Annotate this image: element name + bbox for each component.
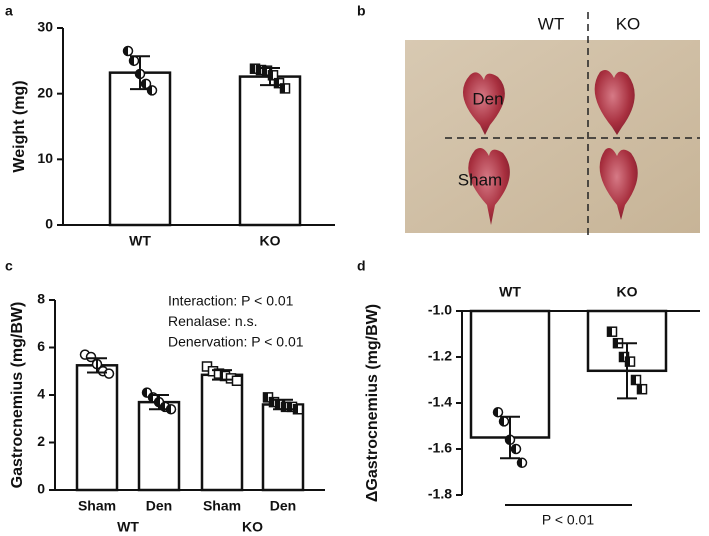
- error-bar: [500, 415, 520, 460]
- chart-panel: a Weight (mg) 0 10 20 30 WT KO: [5, 3, 335, 249]
- muscles: [462, 70, 638, 225]
- error-bar: [149, 394, 169, 411]
- data-point: [122, 45, 134, 57]
- column-label: WT: [538, 14, 564, 33]
- x-tick-label: Sham: [78, 498, 116, 514]
- y-tick-label: 6: [37, 338, 45, 354]
- bar: [238, 75, 302, 227]
- y-tick-label: 0: [45, 216, 53, 232]
- bar: [108, 71, 172, 227]
- row-label: Den: [472, 89, 503, 108]
- error-bar: [130, 55, 150, 91]
- y-tick-label: -1.2: [428, 348, 452, 364]
- y-tick-label: 30: [37, 19, 53, 35]
- annotation: Denervation: P < 0.01: [168, 334, 304, 350]
- y-axis-title: Weight (mg): [11, 80, 28, 172]
- y-tick-label: 20: [37, 84, 53, 100]
- y-axis-title: Gastrocnemius (mg/BW): [9, 302, 26, 489]
- data-point: [267, 70, 279, 81]
- y-tick-label: -1.4: [428, 394, 452, 410]
- column-label: KO: [616, 14, 641, 33]
- group-label: KO: [242, 519, 263, 535]
- photo: [405, 40, 700, 233]
- data-point: [273, 77, 285, 89]
- data-point: [292, 404, 304, 415]
- annotation: P < 0.01: [542, 512, 595, 528]
- data-point: [128, 55, 140, 67]
- bar: [261, 403, 305, 492]
- panel-label: d: [357, 258, 366, 274]
- error-bar: [273, 398, 293, 411]
- x-tick-label: KO: [617, 284, 638, 300]
- y-tick-label: 0: [37, 481, 45, 497]
- group-label: WT: [117, 519, 139, 535]
- x-tick-label: Sham: [203, 498, 241, 514]
- chart-panel: c Gastrocnemius (mg/BW) 0 2 4 6 8 Sham Den Sham De…: [5, 258, 325, 535]
- error-bar: [617, 342, 637, 400]
- data-point: [516, 457, 528, 469]
- data-point: [624, 356, 636, 367]
- image-panel: b WT KO Den Sham: [357, 3, 700, 235]
- y-tick-label: 10: [37, 150, 53, 166]
- y-tick-label: -1.8: [428, 486, 452, 502]
- data-point: [231, 375, 243, 386]
- panel-label: a: [5, 3, 13, 19]
- data-point: [279, 83, 291, 94]
- y-tick-label: 4: [37, 386, 45, 402]
- data-point: [510, 443, 522, 455]
- error-bar: [212, 369, 232, 381]
- x-tick-label: Den: [146, 498, 172, 514]
- data-point: [630, 374, 642, 386]
- data-point: [606, 326, 618, 337]
- bar: [200, 373, 244, 492]
- data-point: [498, 416, 510, 427]
- annotation: Interaction: P < 0.01: [168, 293, 294, 309]
- x-tick-label: KO: [260, 233, 281, 249]
- x-tick-label: Den: [270, 498, 296, 514]
- annotation: Renalase: n.s.: [168, 313, 258, 329]
- y-tick-label: -1.6: [428, 440, 452, 456]
- x-tick-label: WT: [499, 284, 521, 300]
- y-tick-label: -1.0: [428, 302, 452, 318]
- bar: [75, 364, 119, 492]
- data-point: [103, 368, 115, 379]
- x-tick-label: WT: [129, 233, 151, 249]
- row-label: Sham: [458, 170, 502, 189]
- y-tick-label: 2: [37, 433, 45, 449]
- panel-label: b: [357, 3, 366, 19]
- bar: [137, 400, 181, 492]
- data-point: [146, 85, 158, 96]
- y-axis-title: ΔGastrocnemius (mg/BW): [364, 304, 381, 502]
- y-tick-label: 8: [37, 291, 45, 307]
- data-point: [85, 351, 97, 363]
- error-bar: [87, 357, 107, 374]
- panel-label: c: [5, 258, 13, 274]
- data-point: [492, 406, 504, 418]
- chart-panel: d ΔGastrocnemius (mg/BW) -1.8 -1.6 -1.4 -1.2 -…: [357, 258, 700, 528]
- error-bar: [260, 67, 280, 87]
- data-point: [636, 383, 648, 395]
